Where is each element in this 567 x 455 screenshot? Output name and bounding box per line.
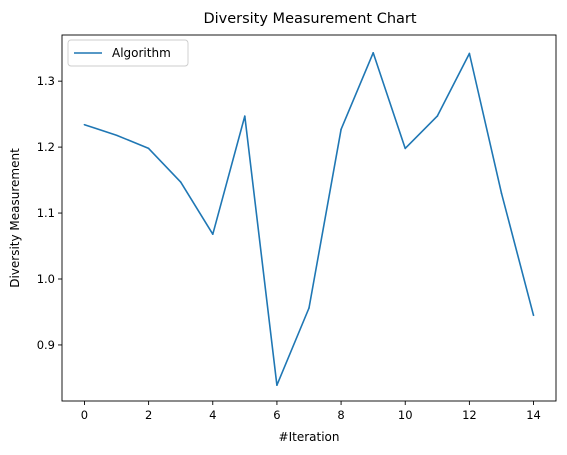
data-point <box>340 128 342 131</box>
data-point <box>244 115 246 117</box>
data-point <box>532 314 535 317</box>
data-point <box>468 52 471 55</box>
series-line-algorithm <box>84 51 535 387</box>
x-tick-label: 2 <box>145 408 152 422</box>
x-tick-label: 10 <box>398 408 413 422</box>
data-point <box>276 384 278 386</box>
y-tick-label: 1.1 <box>37 206 55 220</box>
data-point <box>372 52 374 54</box>
data-point <box>83 123 86 126</box>
data-point <box>211 233 214 235</box>
y-tick-label: 1.0 <box>37 272 55 286</box>
plot-area <box>61 34 557 402</box>
chart-title: Diversity Measurement Chart <box>203 11 416 27</box>
x-axis-label: #Iteration <box>279 430 340 444</box>
data-point <box>404 147 407 150</box>
legend-label: Algorithm <box>112 46 171 60</box>
y-axis-label: Diversity Measurement <box>8 148 22 288</box>
x-tick-label: 6 <box>273 408 280 422</box>
data-point <box>436 115 439 117</box>
x-tick-label: 8 <box>337 408 344 422</box>
x-tick-label: 0 <box>81 408 88 422</box>
data-point <box>179 181 182 183</box>
y-tick-label: 0.9 <box>37 338 55 352</box>
y-tick-label: 1.3 <box>37 74 55 88</box>
data-point <box>500 192 503 195</box>
data-point <box>147 147 150 150</box>
x-tick-label: 12 <box>462 408 477 422</box>
legend: Algorithm <box>67 39 189 67</box>
legend-box <box>67 39 189 67</box>
data-point <box>115 134 118 137</box>
data-point <box>308 307 310 309</box>
x-tick-label: 14 <box>526 408 541 422</box>
y-tick-label: 1.2 <box>37 140 55 154</box>
x-tick-label: 4 <box>209 408 216 422</box>
